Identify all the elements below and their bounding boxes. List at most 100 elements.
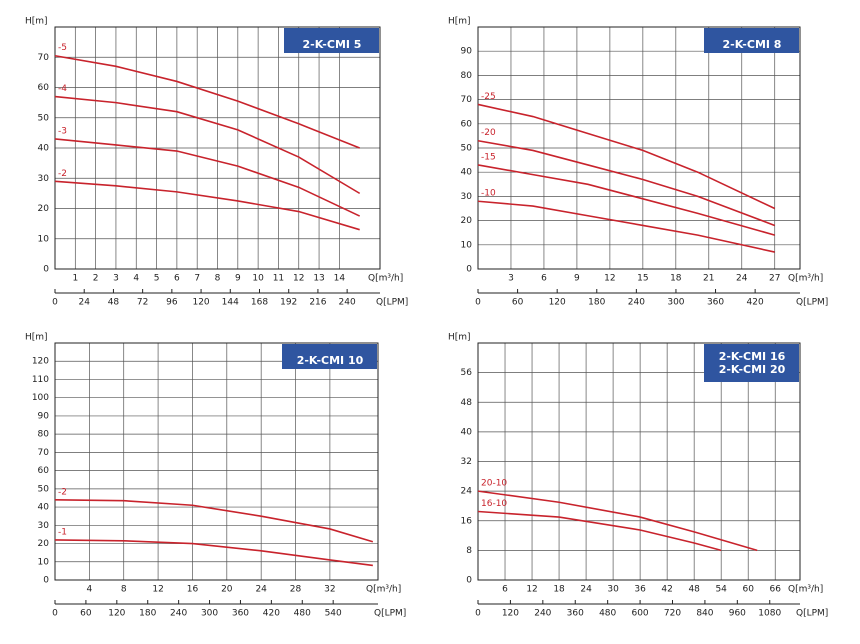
x-tick-label: 24 (255, 585, 267, 595)
title-box (282, 344, 377, 369)
x-tick-label: 6 (502, 585, 508, 595)
x-tick-label: 10 (252, 274, 264, 284)
pump-curve (477, 139, 776, 227)
x-tick-label: 6 (541, 274, 547, 284)
lpm-tick-label: 360 (567, 609, 584, 619)
curve-label: -25 (481, 92, 496, 102)
x-tick-label: 24 (736, 274, 748, 284)
x-tick-label: 21 (703, 274, 714, 284)
y-tick-label: 20 (461, 216, 473, 226)
lpm-tick-label: 24 (78, 298, 90, 308)
lpm-tick-label: 300 (667, 298, 684, 308)
lpm-tick-label: 0 (52, 298, 58, 308)
curve-label: -1 (58, 527, 67, 537)
y-tick-label: 56 (461, 368, 473, 378)
curve-label: -20 (481, 128, 496, 138)
x-tick-label: 27 (769, 274, 780, 284)
x-tick-label: 7 (194, 274, 200, 284)
plot-frame (477, 26, 801, 270)
curve-label: 16-10 (481, 499, 507, 509)
pump-curve (54, 54, 360, 149)
x-tick-label: 42 (661, 585, 672, 595)
title-box (284, 28, 379, 53)
lpm-tick-label: 0 (475, 298, 481, 308)
lpm-tick-label: 192 (280, 298, 297, 308)
y-tick-label: 20 (38, 539, 50, 549)
lpm-tick-label: 0 (52, 609, 58, 619)
pump-curve (477, 164, 775, 236)
lpm-axis-label: Q[LPM] (796, 298, 828, 308)
x-tick-label: 2 (93, 274, 99, 284)
lpm-tick-label: 480 (599, 609, 616, 619)
curve-label: -2 (58, 169, 67, 179)
y-tick-label: 30 (38, 174, 50, 184)
lpm-tick-label: 240 (170, 609, 187, 619)
x-tick-label: 12 (293, 274, 304, 284)
y-tick-label: 80 (38, 430, 50, 440)
lpm-tick-label: 180 (139, 609, 156, 619)
lpm-tick-label: 144 (222, 298, 239, 308)
plot-frame (54, 342, 379, 581)
x-tick-label: 28 (290, 585, 302, 595)
x-tick-label: 6 (174, 274, 180, 284)
x-axis-label: Q[m³/h] (788, 585, 823, 595)
lpm-tick-label: 240 (534, 609, 551, 619)
y-tick-label: 60 (38, 83, 50, 93)
pump-curve (477, 490, 758, 552)
x-tick-label: 36 (634, 585, 646, 595)
y-tick-label: 10 (38, 234, 50, 244)
y-tick-label: 40 (461, 427, 473, 437)
x-tick-label: 30 (607, 585, 619, 595)
x-tick-label: 4 (133, 274, 139, 284)
pump-curve (54, 95, 361, 195)
x-tick-label: 16 (187, 585, 199, 595)
chart-title: 2-K-CMI 20 (719, 363, 786, 376)
y-tick-label: 10 (461, 240, 473, 250)
lpm-tick-label: 420 (263, 609, 280, 619)
x-tick-label: 8 (121, 585, 127, 595)
plot-frame (477, 342, 801, 581)
lpm-tick-label: 840 (696, 609, 713, 619)
curve-label: -4 (58, 84, 67, 94)
plot-frame (54, 26, 381, 270)
curve-label: -10 (481, 189, 496, 199)
x-tick-label: 54 (715, 585, 727, 595)
lpm-tick-label: 420 (747, 298, 764, 308)
curve-label: -3 (58, 126, 67, 136)
y-tick-label: 60 (38, 466, 50, 476)
lpm-tick-label: 216 (309, 298, 326, 308)
y-tick-label: 120 (32, 357, 49, 367)
y-tick-label: 16 (461, 516, 473, 526)
x-tick-label: 4 (86, 585, 92, 595)
lpm-tick-label: 180 (588, 298, 605, 308)
title-box (704, 344, 799, 382)
y-tick-label: 40 (38, 144, 50, 154)
lpm-tick-label: 960 (729, 609, 746, 619)
y-axis-label: H[m] (25, 17, 48, 27)
y-tick-label: 0 (466, 576, 472, 586)
lpm-tick-label: 300 (201, 609, 218, 619)
x-tick-label: 5 (154, 274, 160, 284)
lpm-tick-label: 720 (664, 609, 681, 619)
lpm-tick-label: 120 (108, 609, 125, 619)
y-tick-label: 24 (461, 487, 473, 497)
y-tick-label: 40 (461, 168, 473, 178)
lpm-tick-label: 360 (707, 298, 724, 308)
chart-title: 2-K-CMI 16 (719, 350, 786, 363)
lpm-tick-label: 540 (325, 609, 342, 619)
y-tick-label: 30 (38, 521, 50, 531)
x-axis-label: Q[m³/h] (368, 274, 403, 284)
lpm-tick-label: 120 (502, 609, 519, 619)
y-tick-label: 70 (461, 95, 473, 105)
y-tick-label: 60 (461, 119, 473, 129)
y-tick-label: 48 (461, 398, 473, 408)
chart-title: 2-K-CMI 10 (297, 354, 364, 367)
pump-curve (54, 498, 374, 543)
lpm-tick-label: 360 (232, 609, 249, 619)
y-tick-label: 0 (466, 265, 472, 275)
lpm-tick-label: 1080 (758, 609, 781, 619)
x-tick-label: 12 (526, 585, 537, 595)
x-tick-label: 32 (324, 585, 335, 595)
y-axis-label: H[m] (448, 333, 471, 343)
lpm-tick-label: 60 (80, 609, 92, 619)
